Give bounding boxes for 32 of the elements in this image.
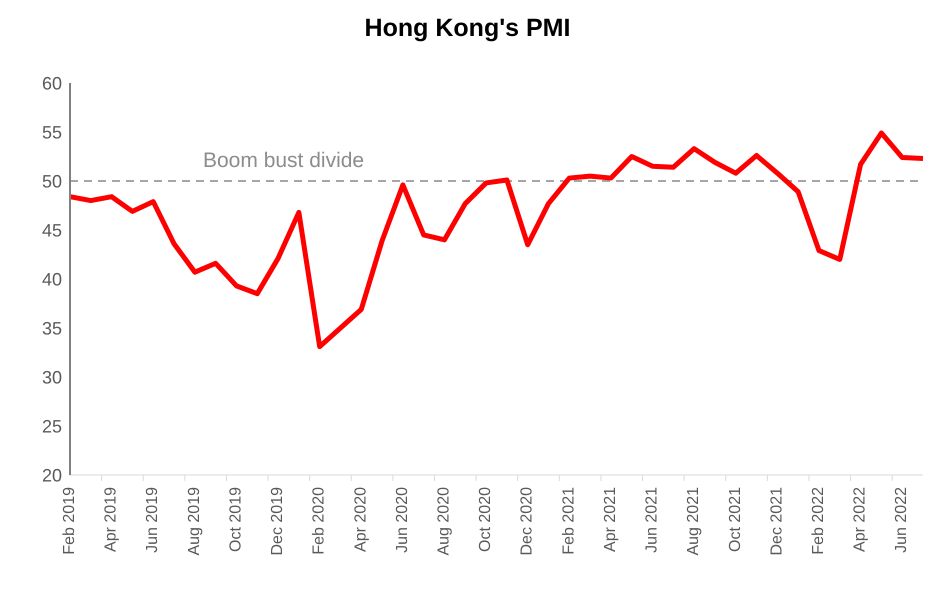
x-tick-label: Apr 2022 — [852, 486, 869, 552]
x-tick-label: Dec 2020 — [518, 486, 536, 556]
x-tick-label: Aug 2021 — [685, 486, 702, 556]
y-tick-label: 40 — [42, 269, 62, 290]
x-tick-label: Apr 2020 — [352, 486, 370, 552]
y-tick-label: 60 — [42, 73, 62, 94]
y-tick-label: 20 — [42, 465, 62, 486]
x-tick-label: Oct 2021 — [726, 486, 744, 552]
x-tick-label: Dec 2021 — [768, 486, 786, 556]
y-tick-label: 45 — [42, 220, 62, 240]
x-tick-label: Oct 2019 — [227, 486, 244, 552]
x-tick-label: Feb 2021 — [560, 486, 578, 555]
x-tick-label: Dec 2019 — [269, 486, 286, 556]
x-tick-label: Jun 2021 — [644, 486, 661, 553]
x-tick-label: Jun 2020 — [394, 486, 411, 553]
chart-title: Hong Kong's PMI — [364, 14, 572, 43]
x-tick-label: Aug 2020 — [435, 486, 452, 556]
x-tick-label: Oct 2020 — [477, 486, 494, 552]
y-tick-label: 35 — [42, 318, 62, 338]
y-tick-label: 30 — [42, 367, 62, 388]
ref-line-label: Boom bust divide — [203, 148, 364, 172]
x-tick-label: Jun 2022 — [893, 486, 910, 553]
y-tick-label: 55 — [42, 122, 62, 142]
x-tick-label: Aug 2019 — [186, 486, 203, 556]
x-tick-label: Apr 2019 — [102, 486, 120, 552]
x-tick-label: Feb 2022 — [810, 486, 827, 555]
y-tick-label: 50 — [42, 171, 62, 192]
x-tick-label: Jun 2019 — [144, 486, 162, 553]
x-tick-label: Feb 2019 — [61, 486, 78, 555]
x-tick-label: Feb 2020 — [310, 486, 328, 555]
y-tick-label: 25 — [42, 416, 62, 436]
x-tick-label: Apr 2021 — [602, 486, 619, 552]
